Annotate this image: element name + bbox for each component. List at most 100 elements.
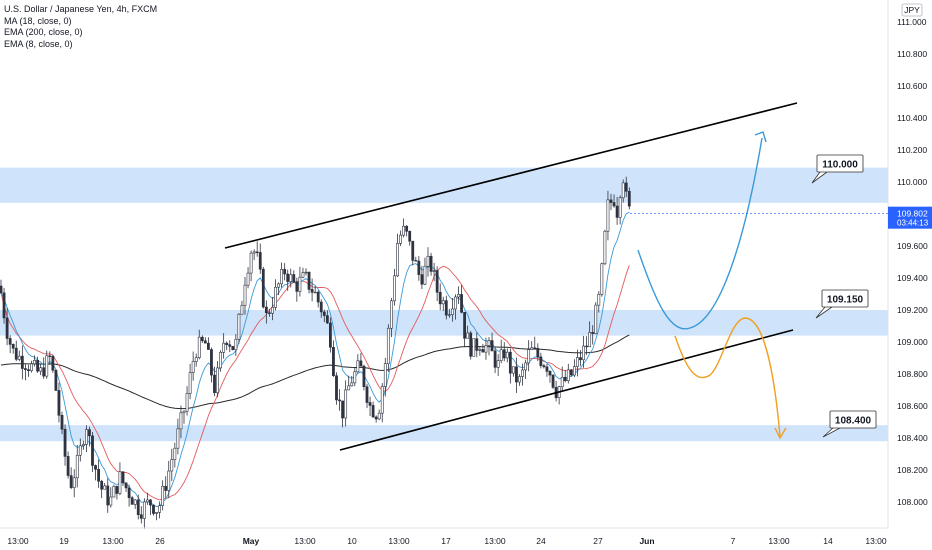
candle-body xyxy=(350,382,354,387)
price-tick-label: 110.800 xyxy=(897,49,927,59)
time-tick-label: 24 xyxy=(536,536,546,546)
candle-body xyxy=(234,338,238,351)
candle-body xyxy=(380,386,384,414)
candle-body xyxy=(149,499,152,506)
candle-body xyxy=(210,349,213,376)
candle-body xyxy=(386,327,390,364)
candle-body xyxy=(527,349,531,364)
candle-body xyxy=(411,240,415,261)
candle-body xyxy=(508,351,512,374)
candle-body xyxy=(39,367,43,372)
candle-body xyxy=(566,369,570,382)
candle-body xyxy=(454,296,457,310)
candle-body xyxy=(176,428,180,449)
candle-body xyxy=(530,347,534,350)
candle-body xyxy=(524,362,528,371)
time-tick-label: 7 xyxy=(731,536,736,546)
candle-body xyxy=(246,272,250,286)
candle-body xyxy=(136,499,140,516)
candle-body xyxy=(362,365,366,387)
candle-body xyxy=(237,313,241,340)
candle-body xyxy=(551,374,555,388)
candle-body xyxy=(332,347,335,377)
candle-body xyxy=(429,255,433,272)
candle-body xyxy=(335,375,338,401)
candle-body xyxy=(295,281,299,292)
candle-body xyxy=(124,482,128,489)
candle-body xyxy=(316,291,320,303)
callout-label-110.000: 110.000 xyxy=(822,160,858,171)
candle-body xyxy=(219,351,223,369)
candle-body xyxy=(142,501,146,519)
candle-body xyxy=(600,263,604,295)
support-resistance-zones xyxy=(0,167,888,442)
candle-body xyxy=(72,477,76,488)
candle-body xyxy=(322,311,326,316)
price-tick-label: 110.000 xyxy=(897,177,927,187)
candle-body xyxy=(545,366,549,372)
candle-body xyxy=(191,361,195,373)
candle-body xyxy=(5,317,9,339)
candle-body xyxy=(36,360,40,372)
candle-body xyxy=(164,485,168,491)
candle-body xyxy=(280,268,284,285)
candle-body xyxy=(167,470,171,491)
candle-body xyxy=(222,342,226,353)
candle-body xyxy=(478,349,482,351)
candle-body xyxy=(621,182,625,199)
candle-body xyxy=(106,485,110,506)
candle-body xyxy=(579,357,582,361)
candle-body xyxy=(118,471,122,494)
price-tick-label: 108.800 xyxy=(897,369,928,379)
candle-body xyxy=(27,369,30,372)
candle-body xyxy=(289,274,293,282)
candle-body xyxy=(66,456,70,476)
candle-body xyxy=(274,286,277,308)
last-price-badge xyxy=(888,206,932,229)
lower-channel-line xyxy=(339,329,794,451)
candle-body xyxy=(298,276,302,292)
candle-body xyxy=(365,386,369,403)
chart-legend: U.S. Dollar / Japanese Yen, 4h, FXCM MA … xyxy=(4,4,157,50)
candle-body xyxy=(240,304,244,315)
candle-body xyxy=(97,469,101,482)
candle-body xyxy=(207,342,210,350)
candle-body xyxy=(408,230,412,242)
candle-body xyxy=(585,345,589,348)
price-tick-label: 108.200 xyxy=(897,465,928,475)
candle-body xyxy=(466,332,470,339)
candle-body xyxy=(17,355,21,360)
ema200-line xyxy=(0,334,630,410)
zone-0 xyxy=(0,167,888,203)
candle-body xyxy=(463,312,467,339)
time-tick-label: 13:00 xyxy=(768,536,790,546)
candle-body xyxy=(612,202,616,207)
level-callouts: 110.000 109.150 108.400 xyxy=(811,154,877,438)
price-tick-label: 109.600 xyxy=(897,241,928,251)
candle-body xyxy=(615,205,619,218)
ema8-line xyxy=(0,211,630,507)
price-tick-label: 108.600 xyxy=(897,401,928,411)
candle-body xyxy=(63,428,67,457)
candle-body xyxy=(121,471,125,484)
candle-body xyxy=(286,273,290,282)
candle-body xyxy=(161,485,165,506)
candle-body xyxy=(313,291,317,294)
candle-body xyxy=(69,475,73,488)
candle-body xyxy=(307,271,311,290)
candle-body xyxy=(45,355,49,377)
bar-countdown: 03:44:13 xyxy=(897,219,929,228)
candle-body xyxy=(490,340,494,352)
candle-body xyxy=(2,292,6,319)
candle-body xyxy=(441,300,445,305)
candle-body xyxy=(225,342,229,345)
candle-body xyxy=(109,496,113,506)
candle-body xyxy=(249,252,253,274)
upper-channel-line xyxy=(224,102,798,249)
price-tick-label: 108.000 xyxy=(897,497,928,507)
trendlines xyxy=(224,102,798,451)
candle-body xyxy=(371,405,375,418)
candle-body xyxy=(91,435,94,466)
